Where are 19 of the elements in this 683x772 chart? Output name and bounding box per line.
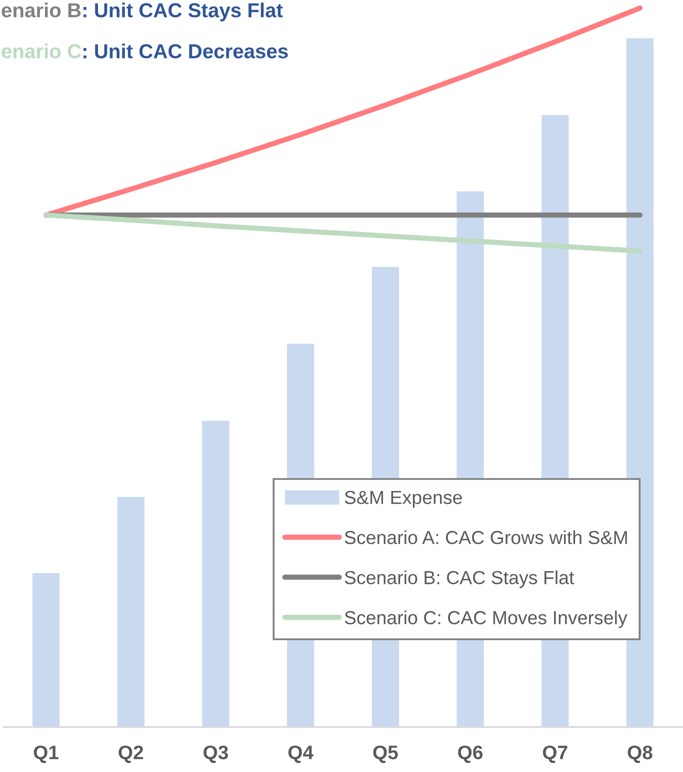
annotation: : Unit CAC Stays Flat xyxy=(84,2,283,22)
annotation: enario C xyxy=(2,44,82,58)
bar xyxy=(202,420,230,727)
bar xyxy=(32,573,60,727)
x-tick-label: Q3 xyxy=(204,746,228,763)
x-tick-label: Q1 xyxy=(34,746,58,763)
legend-label: S&M Expense xyxy=(344,490,462,508)
legend-label: Scenario C: CAC Moves Inversely xyxy=(344,610,628,628)
x-tick-label: Q7 xyxy=(542,746,568,763)
annotation: enario B xyxy=(2,2,81,18)
legend-label: Scenario A: CAC Grows with S&M xyxy=(344,530,627,544)
legend-label: Scenario B: CAC Stays Flat xyxy=(344,570,574,588)
x-tick-label: Q5 xyxy=(373,746,398,763)
x-tick-label: Q2 xyxy=(118,746,144,763)
x-tick-label: Q4 xyxy=(288,746,314,763)
bar xyxy=(117,496,144,727)
x-tick-label: Q6 xyxy=(458,746,483,763)
x-tick-label: Q8 xyxy=(628,746,652,763)
annotation: : Unit CAC Decreases xyxy=(84,44,288,58)
